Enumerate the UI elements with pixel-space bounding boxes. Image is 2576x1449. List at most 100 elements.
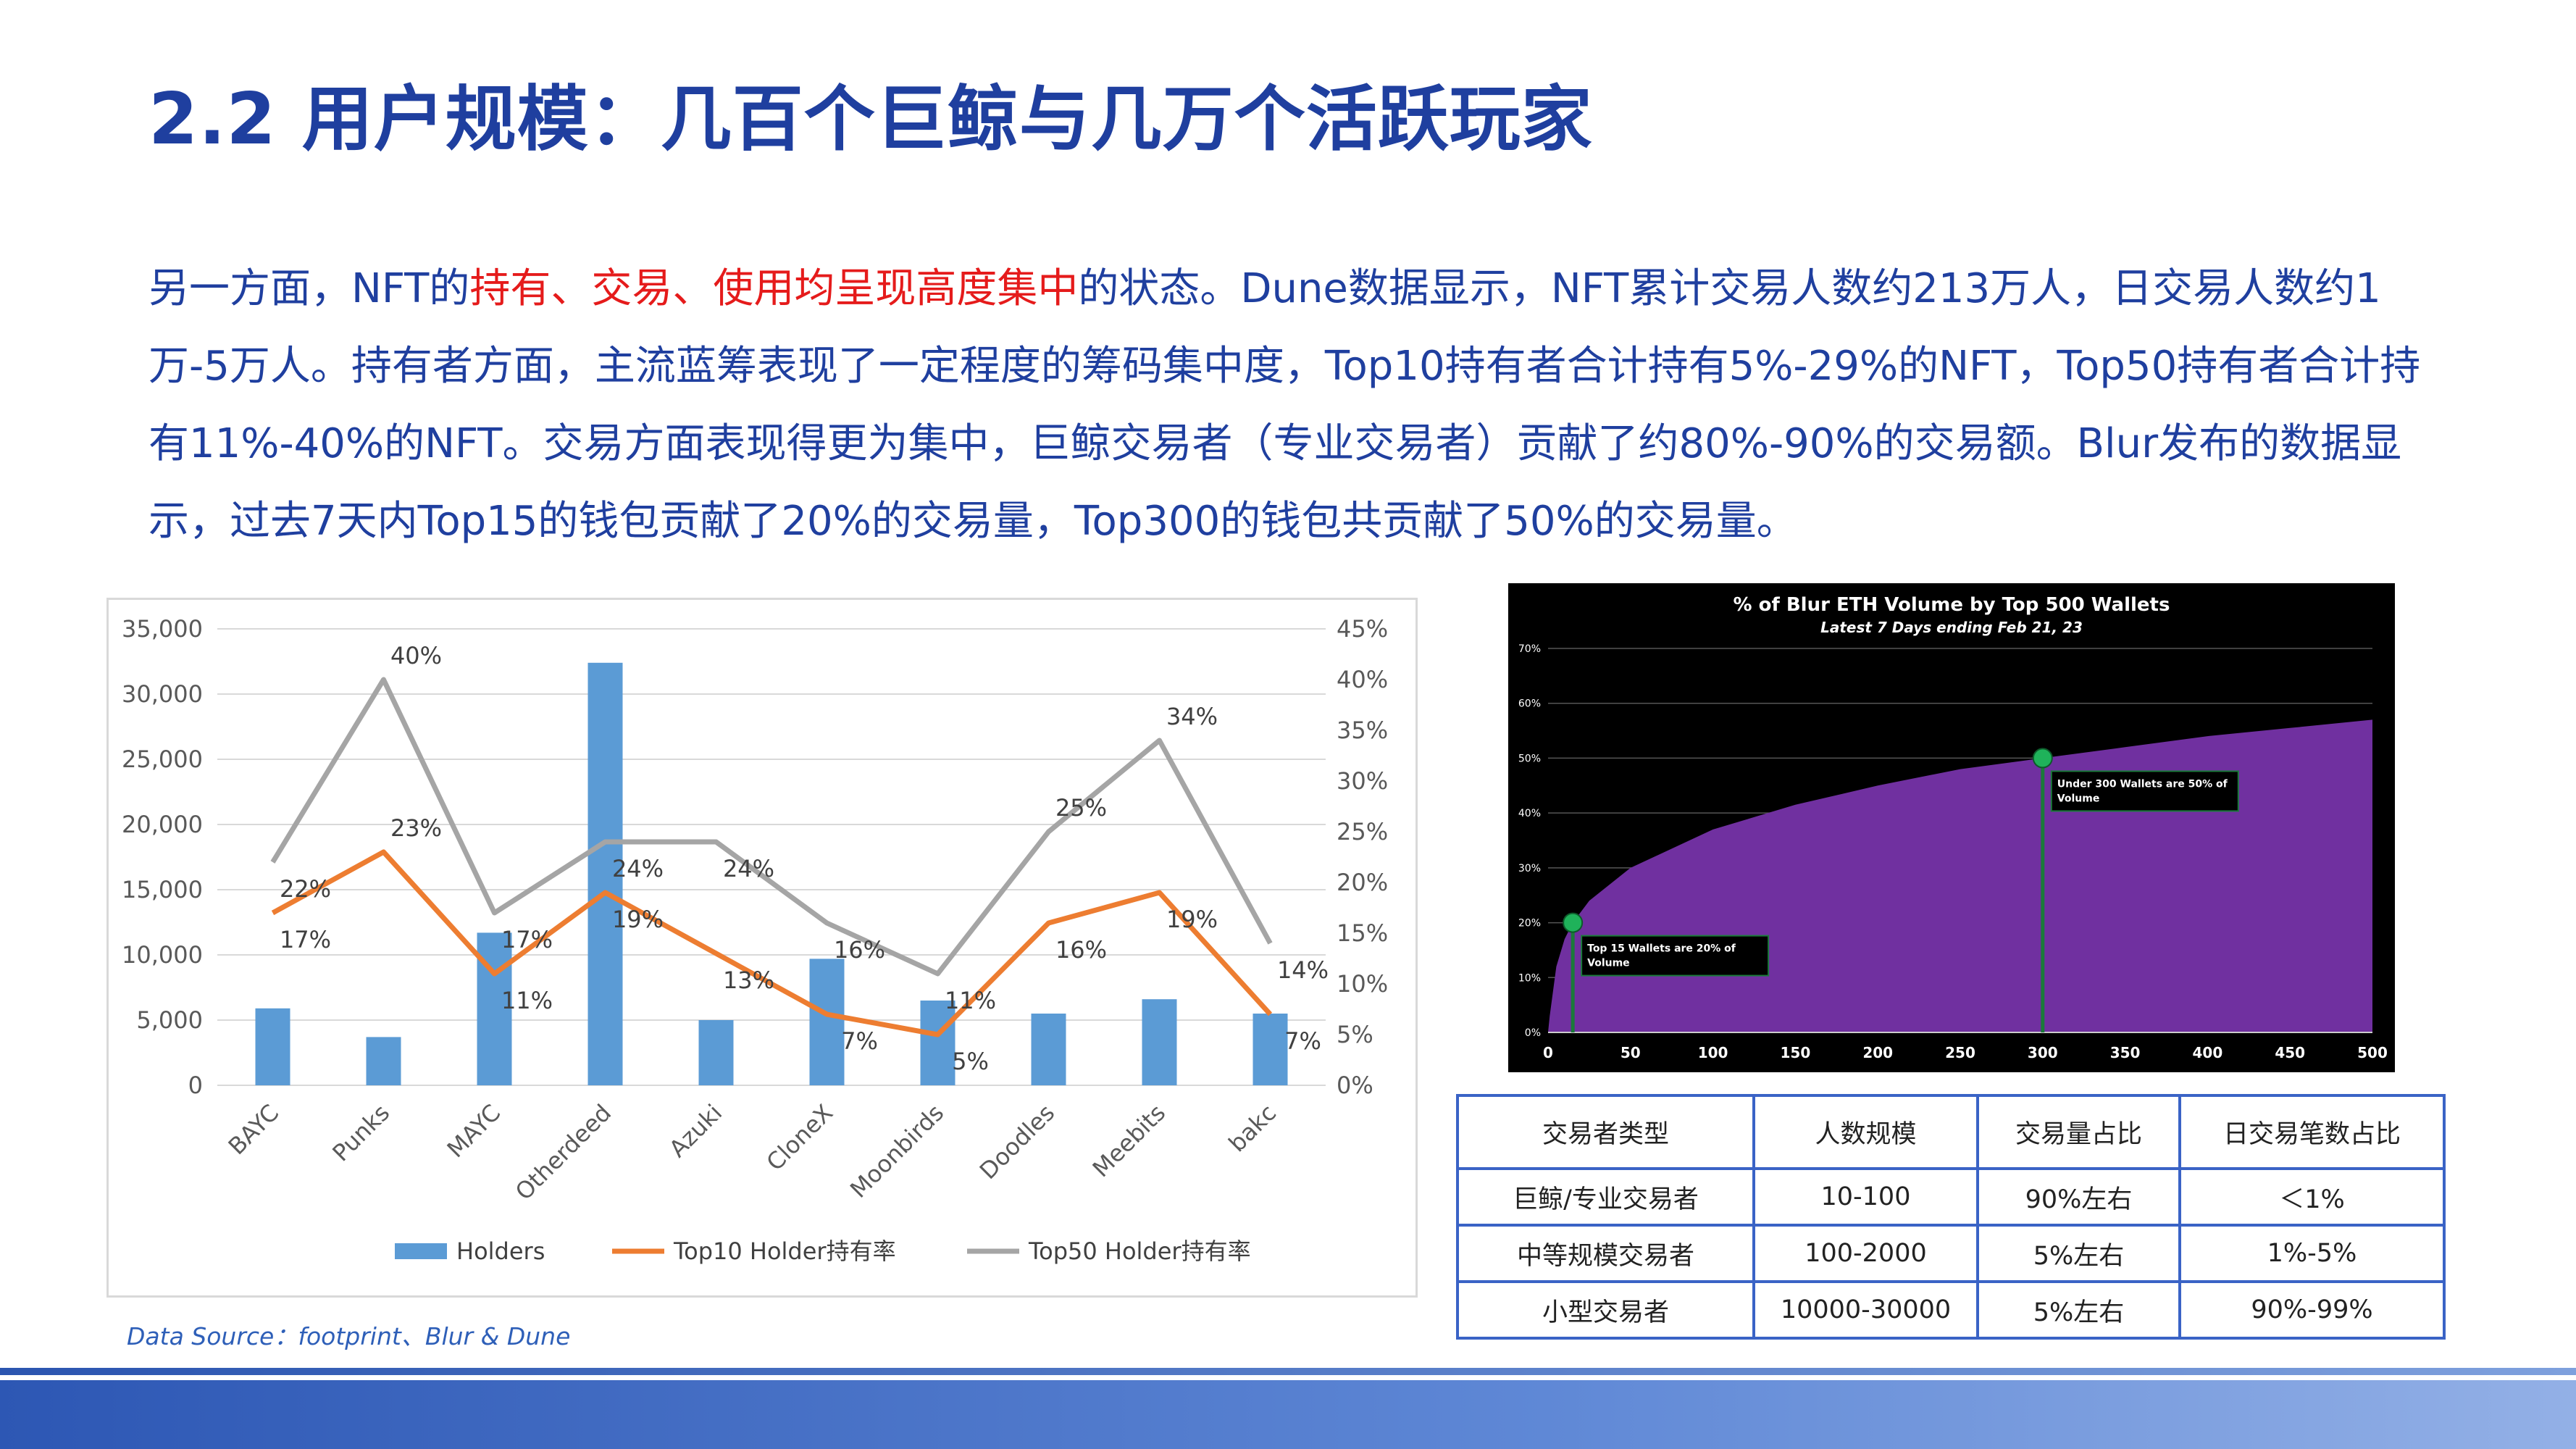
blur-chart-svg: % of Blur ETH Volume by Top 500 Wallets L… <box>1518 594 2388 1061</box>
blur-y-tick-label: 70% <box>1518 643 1541 655</box>
blur-y-tick-label: 30% <box>1518 863 1541 874</box>
data-label: 24% <box>612 855 664 882</box>
blur-y-tick-label: 50% <box>1518 753 1541 764</box>
holders-bar <box>587 662 623 1085</box>
top50-line <box>270 677 1273 977</box>
table-row: 中等规模交易者 100-2000 5%左右 1%-5% <box>1456 1224 2446 1283</box>
table-cell: ＜1% <box>2178 1167 2446 1227</box>
blur-x-tick-label: 500 <box>2357 1044 2388 1061</box>
para-text-1: 另一方面，NFT的 <box>149 265 470 312</box>
para-highlight-2: 、 <box>551 265 592 312</box>
data-label: 40% <box>390 642 442 669</box>
left-axis-tick-label: 0 <box>188 1072 203 1099</box>
category-label: MAYC <box>442 1099 506 1163</box>
legend-label: Holders <box>456 1237 545 1265</box>
blur-y-tick-label: 20% <box>1518 918 1541 930</box>
table-cell: 100-2000 <box>1752 1224 1979 1283</box>
page-title: 2.2 用户规模：几百个巨鲸与几万个活跃玩家 <box>149 78 1593 161</box>
category-label: Meebits <box>1087 1099 1171 1183</box>
data-label: 22% <box>280 875 331 903</box>
para-highlight-1: 持有 <box>469 265 551 312</box>
table-header-cell: 日交易笔数占比 <box>2178 1094 2446 1170</box>
table-cell: 中等规模交易者 <box>1456 1224 1755 1283</box>
data-label: 24% <box>723 855 774 882</box>
para-highlight-4: 、 <box>672 265 714 312</box>
blur-x-tick-label: 200 <box>1862 1044 1893 1061</box>
annotation-text-line2: Volume <box>2057 793 2100 804</box>
para-highlight-5: 使用均呈现高度集中 <box>713 265 1079 312</box>
footer-divider <box>0 1368 2576 1375</box>
table-cell: 巨鲸/专业交易者 <box>1456 1167 1755 1227</box>
left-axis-tick-label: 10,000 <box>122 941 203 969</box>
blur-x-tick-label: 450 <box>2275 1044 2305 1061</box>
blur-x-tick-label: 150 <box>1781 1044 1811 1061</box>
blur-chart-subtitle: Latest 7 Days ending Feb 21, 23 <box>1820 619 2083 636</box>
left-axis-tick-label: 15,000 <box>122 876 203 903</box>
blur-x-tick-label: 250 <box>1945 1044 1975 1061</box>
table-cell: 5%左右 <box>1976 1224 2181 1283</box>
holders-bar <box>366 1037 401 1085</box>
blur-x-tick-label: 50 <box>1621 1044 1641 1061</box>
annotation-text-line1: Under 300 Wallets are 50% of <box>2057 778 2228 790</box>
right-axis-tick-label: 15% <box>1337 919 1388 947</box>
holders-combo-chart: 0 5,000 10,000 15,000 20,000 25,000 30,000 35,0… <box>106 598 1418 1298</box>
data-source-note: Data Source：footprint、Blur & Dune <box>127 1322 571 1350</box>
data-label: 16% <box>834 936 885 964</box>
holders-bar <box>1253 1014 1288 1085</box>
data-label: 11% <box>945 987 996 1014</box>
table-header-cell: 交易量占比 <box>1976 1094 2181 1170</box>
category-label: CloneX <box>761 1099 839 1177</box>
footer-band <box>0 1380 2576 1449</box>
legend-label: Top10 Holder持有率 <box>673 1237 896 1265</box>
blur-x-tick-label: 0 <box>1543 1044 1553 1061</box>
data-label: 19% <box>612 906 664 933</box>
data-label: 23% <box>390 814 442 842</box>
table-header-cell: 人数规模 <box>1752 1094 1979 1170</box>
data-label: 13% <box>723 966 774 994</box>
para-text-2: 的状态。Dune数据显示，NFT累计交易人数约213万人，日交易人数约1万-5万… <box>149 265 2421 545</box>
table-cell: 90%-99% <box>2178 1280 2446 1340</box>
table-cell: 1%-5% <box>2178 1224 2446 1283</box>
data-label: 7% <box>841 1027 878 1055</box>
right-axis-tick-label: 5% <box>1337 1021 1373 1048</box>
blur-chart-title: % of Blur ETH Volume by Top 500 Wallets <box>1734 594 2170 616</box>
left-axis-tick-label: 20,000 <box>122 811 203 838</box>
table-row: 小型交易者 10000-30000 5%左右 90%-99% <box>1456 1280 2446 1340</box>
blur-y-tick-label: 40% <box>1518 808 1541 819</box>
trader-type-table: 交易者类型 人数规模 交易量占比 日交易笔数占比 巨鲸/专业交易者 10-100… <box>1456 1094 2446 1340</box>
blur-x-tick-label: 400 <box>2193 1044 2223 1061</box>
intro-paragraph: 另一方面，NFT的持有、交易、使用均呈现高度集中的状态。Dune数据显示，NFT… <box>149 250 2452 560</box>
right-axis-tick-label: 45% <box>1337 615 1388 643</box>
annotation-box <box>1581 935 1770 977</box>
legend-swatch-holders <box>395 1243 447 1259</box>
annotation-text-line1: Top 15 Wallets are 20% of <box>1587 943 1736 955</box>
left-axis-tick-label: 35,000 <box>122 615 203 643</box>
table-header-cell: 交易者类型 <box>1456 1094 1755 1170</box>
data-label: 19% <box>1166 906 1218 933</box>
holders-bar <box>255 1008 290 1085</box>
data-label: 16% <box>1055 936 1107 964</box>
blur-x-tick-label: 100 <box>1698 1044 1728 1061</box>
blur-x-tick-label: 350 <box>2110 1044 2141 1061</box>
blur-y-tick-label: 0% <box>1525 1027 1541 1039</box>
right-axis-tick-label: 20% <box>1337 869 1388 896</box>
category-label: Otherdeed <box>510 1099 616 1206</box>
annotation-marker-dot <box>1563 912 1584 933</box>
holders-chart-svg: 0 5,000 10,000 15,000 20,000 25,000 30,000 35,0… <box>122 615 1388 1265</box>
table-cell: 10-100 <box>1752 1167 1979 1227</box>
left-axis-tick-label: 25,000 <box>122 746 203 773</box>
table-cell: 10000-30000 <box>1752 1280 1979 1340</box>
table-cell: 小型交易者 <box>1456 1280 1755 1340</box>
category-label: Doodles <box>974 1099 1060 1185</box>
blur-y-tick-label: 10% <box>1518 972 1541 984</box>
right-axis-tick-label: 35% <box>1337 717 1388 744</box>
blur-x-tick-label: 300 <box>2028 1044 2058 1061</box>
holders-bar <box>809 959 845 1085</box>
para-highlight-3: 交易 <box>591 265 673 312</box>
data-label: 14% <box>1277 956 1329 984</box>
data-label: 17% <box>501 926 553 953</box>
data-label: 25% <box>1055 794 1107 822</box>
data-label: 11% <box>501 987 553 1014</box>
category-label: Punks <box>327 1099 395 1167</box>
holders-bar <box>1031 1014 1066 1085</box>
